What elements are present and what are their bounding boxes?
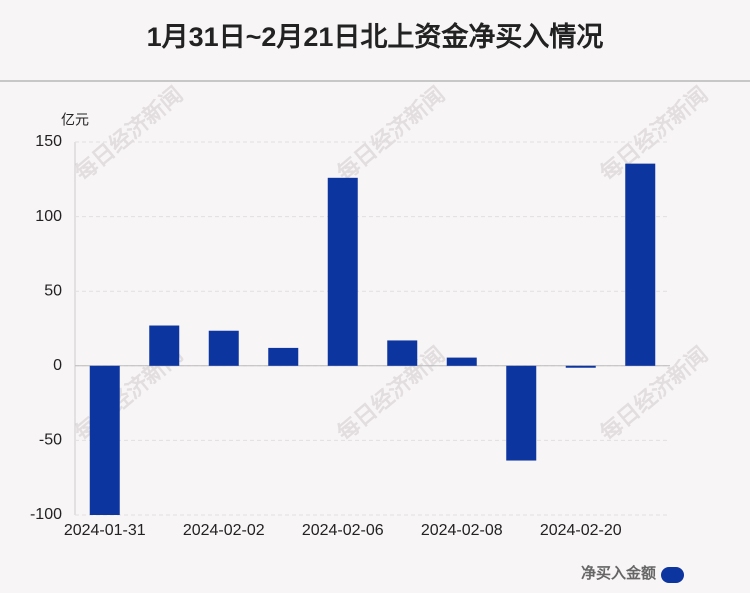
y-axis-unit: 亿元 <box>61 112 89 128</box>
x-tick-label: 2024-02-06 <box>302 522 384 539</box>
y-tick-label: 0 <box>53 357 62 374</box>
bar <box>565 365 596 368</box>
bar <box>208 330 239 366</box>
bar <box>387 340 418 366</box>
x-tick-label: 2024-01-31 <box>64 522 146 539</box>
bar <box>268 347 299 366</box>
y-tick-label: -100 <box>30 506 62 523</box>
bar <box>149 325 180 366</box>
x-tick-label: 2024-02-08 <box>421 522 503 539</box>
y-tick-label: -50 <box>39 432 62 449</box>
bar <box>625 163 656 366</box>
chart-title: 1月31日~2月21日北上资金净买入情况 <box>147 21 604 52</box>
legend-label: 净买入金额 <box>581 564 656 582</box>
y-tick-label: 50 <box>44 282 62 299</box>
bar <box>446 357 477 366</box>
bar <box>506 365 537 461</box>
x-tick-label: 2024-02-20 <box>540 522 622 539</box>
x-tick-label: 2024-02-02 <box>183 522 265 539</box>
y-tick-label: 150 <box>35 133 62 150</box>
bar <box>89 365 120 515</box>
legend-swatch <box>661 567 684 583</box>
bar <box>327 177 358 366</box>
y-tick-label: 100 <box>35 208 62 225</box>
